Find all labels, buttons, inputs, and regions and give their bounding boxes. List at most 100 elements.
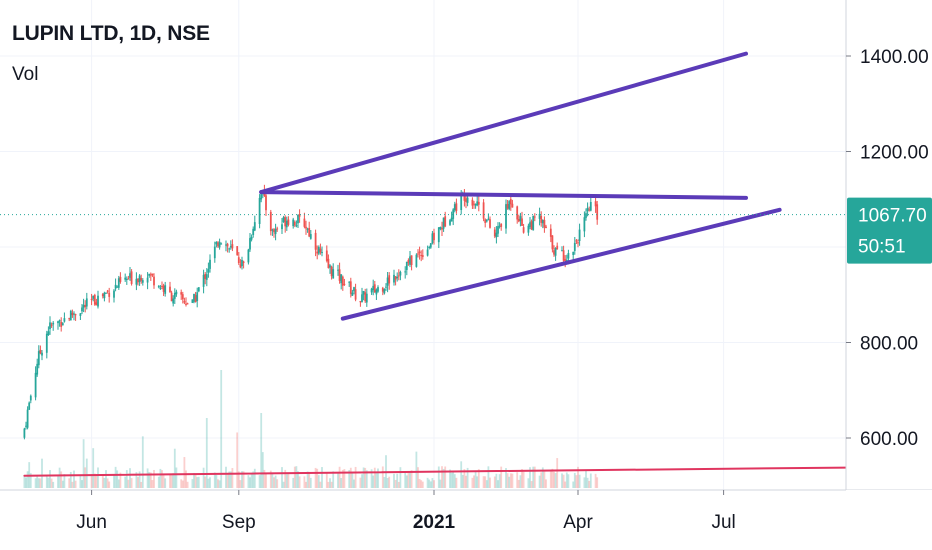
candle-body <box>297 214 299 224</box>
volume-bar <box>52 481 55 488</box>
candle-body <box>26 409 29 428</box>
volume-bar <box>61 480 64 488</box>
candle-body <box>553 250 555 255</box>
candle-body <box>476 201 479 206</box>
candle-body <box>517 218 520 222</box>
candle-body <box>162 285 165 292</box>
volume-bar <box>276 479 279 488</box>
volume-bar <box>497 480 499 488</box>
volume-bar <box>351 472 354 488</box>
candle-body <box>565 259 568 262</box>
volume-bar <box>372 475 375 488</box>
candle-body <box>429 243 432 248</box>
volume-bar <box>317 475 320 488</box>
volume-bar <box>553 471 555 488</box>
candle-body <box>169 286 171 293</box>
volume-ma-line[interactable] <box>23 466 847 477</box>
volume-bar <box>508 476 511 488</box>
volume-bar <box>583 477 586 488</box>
candle-body <box>521 218 523 226</box>
volume-bar <box>482 476 485 488</box>
candle-body <box>220 243 223 245</box>
volume-bar <box>39 478 42 488</box>
volume-bar <box>484 476 487 488</box>
volume-bar <box>106 478 109 488</box>
symbol-title: LUPIN LTD, 1D, NSE <box>12 22 210 45</box>
candle-body <box>241 259 243 266</box>
volume-bar <box>364 467 367 488</box>
volume-bar <box>407 471 410 488</box>
volume-bar <box>596 477 599 488</box>
volume-bar <box>92 448 95 488</box>
candle-body <box>365 293 368 303</box>
candle-body <box>564 259 567 262</box>
volume-bar <box>594 473 597 488</box>
time-tick-label: Sep <box>222 512 256 533</box>
candle-body <box>321 252 323 254</box>
candle-body <box>148 273 151 276</box>
candle-body <box>90 298 93 300</box>
candle-body <box>47 331 50 336</box>
candle-body <box>61 323 64 326</box>
trendline-1[interactable] <box>259 51 748 195</box>
volume-bar <box>50 478 53 488</box>
volume-bar <box>370 469 373 488</box>
candle-body <box>473 203 475 205</box>
volume-bar <box>498 474 501 488</box>
volume-bar <box>119 472 122 488</box>
candle-body <box>151 273 154 276</box>
candle-body <box>375 289 378 295</box>
candle-body <box>441 228 443 230</box>
candle-body <box>258 197 261 224</box>
candle-body <box>383 289 386 294</box>
volume-bar <box>527 478 530 488</box>
volume-bar <box>58 467 61 488</box>
candle-body <box>428 247 431 249</box>
candle-body <box>437 227 440 243</box>
volume-bar <box>217 479 219 488</box>
candle-body <box>493 229 496 237</box>
candle-body <box>410 255 413 266</box>
volume-bar <box>151 480 154 488</box>
candle-body <box>578 229 581 242</box>
candle-body <box>85 298 88 307</box>
trendlines[interactable] <box>0 51 847 477</box>
candle-body <box>332 269 335 279</box>
volume-bar <box>314 467 317 488</box>
candle-body <box>530 221 533 230</box>
candle-body <box>298 214 301 217</box>
volume-bar <box>205 418 208 488</box>
candle-body <box>79 313 82 316</box>
candle-body <box>41 352 43 356</box>
candle-body <box>500 223 503 227</box>
volume-bar <box>506 473 509 488</box>
candle-body <box>125 279 128 281</box>
candle-body <box>338 269 341 281</box>
candle-body <box>511 203 514 208</box>
volume-bar <box>161 470 163 488</box>
volume-bar <box>466 467 469 488</box>
volume-bar <box>517 479 520 488</box>
candle-body <box>532 215 535 231</box>
volume-bar <box>353 479 355 488</box>
volume-bar <box>225 466 227 488</box>
volume-bar <box>365 470 368 488</box>
volume-bar <box>465 475 467 488</box>
candle-body <box>567 253 570 259</box>
price-axis[interactable] <box>846 0 932 550</box>
candle-body <box>113 290 115 298</box>
grid <box>0 0 872 490</box>
badge-background <box>847 197 932 264</box>
candle-body <box>186 303 189 305</box>
trendline-2[interactable] <box>259 190 748 200</box>
trendline-3[interactable] <box>340 207 782 321</box>
volume-bar <box>495 473 498 488</box>
candle-body <box>153 276 155 286</box>
volume-bar <box>284 469 287 488</box>
volume-bar <box>247 475 250 488</box>
candle-body <box>498 225 501 227</box>
candle-body <box>193 293 195 302</box>
